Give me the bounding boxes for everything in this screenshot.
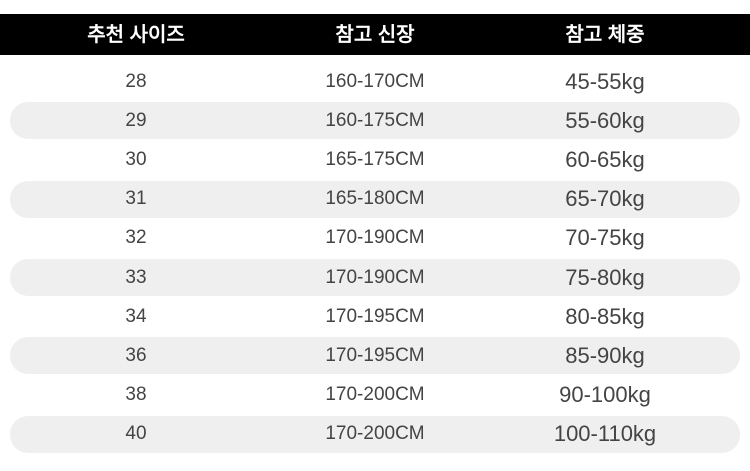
- table-row: 40 170-200CM 100-110kg: [10, 415, 740, 453]
- cell-size: 30: [125, 148, 147, 170]
- cell-weight: 85-90kg: [565, 342, 645, 368]
- table-row: 31 165-180CM 65-70kg: [10, 180, 740, 218]
- cell-size: 40: [125, 423, 147, 445]
- table-row: 29 160-175CM 55-60kg: [10, 102, 740, 140]
- cell-size: 32: [125, 227, 147, 249]
- cell-height: 165-175CM: [325, 148, 425, 170]
- cell-weight: 55-60kg: [565, 107, 645, 133]
- cell-height: 170-195CM: [325, 305, 425, 327]
- table-header: 추천 사이즈 참고 신장 참고 체중: [0, 14, 750, 55]
- header-weight: 참고 체중: [565, 23, 645, 46]
- cell-size: 38: [125, 384, 147, 406]
- cell-size: 36: [125, 344, 147, 366]
- cell-weight: 100-110kg: [553, 421, 657, 447]
- cell-height: 160-170CM: [325, 70, 425, 92]
- cell-size: 29: [125, 109, 147, 131]
- cell-size: 31: [125, 188, 147, 210]
- header-height: 참고 신장: [335, 23, 415, 46]
- cell-size: 33: [125, 266, 147, 288]
- table-row: 36 170-195CM 85-90kg: [10, 337, 740, 375]
- cell-height: 165-180CM: [325, 188, 425, 210]
- cell-weight: 80-85kg: [565, 303, 645, 329]
- cell-weight: 70-75kg: [565, 225, 645, 251]
- cell-height: 170-200CM: [325, 384, 425, 406]
- cell-weight: 65-70kg: [565, 186, 645, 212]
- cell-weight: 60-65kg: [565, 146, 645, 172]
- cell-weight: 90-100kg: [559, 382, 651, 408]
- cell-height: 170-190CM: [325, 266, 425, 288]
- cell-height: 170-190CM: [325, 227, 425, 249]
- header-size: 추천 사이즈: [87, 23, 185, 46]
- table-row: 33 170-190CM 75-80kg: [10, 259, 740, 296]
- cell-weight: 75-80kg: [565, 264, 645, 290]
- cell-size: 28: [125, 70, 147, 92]
- cell-height: 170-195CM: [325, 344, 425, 366]
- cell-weight: 45-55kg: [565, 68, 645, 94]
- table-row: 28 160-170CM 45-55kg: [10, 63, 740, 100]
- table-row: 38 170-200CM 90-100kg: [10, 377, 740, 414]
- table-row: 32 170-190CM 70-75kg: [10, 220, 740, 257]
- cell-height: 160-175CM: [325, 109, 425, 131]
- table-row: 34 170-195CM 80-85kg: [10, 298, 740, 335]
- table-row: 30 165-175CM 60-65kg: [10, 141, 740, 178]
- cell-height: 170-200CM: [325, 423, 425, 445]
- cell-size: 34: [125, 305, 147, 327]
